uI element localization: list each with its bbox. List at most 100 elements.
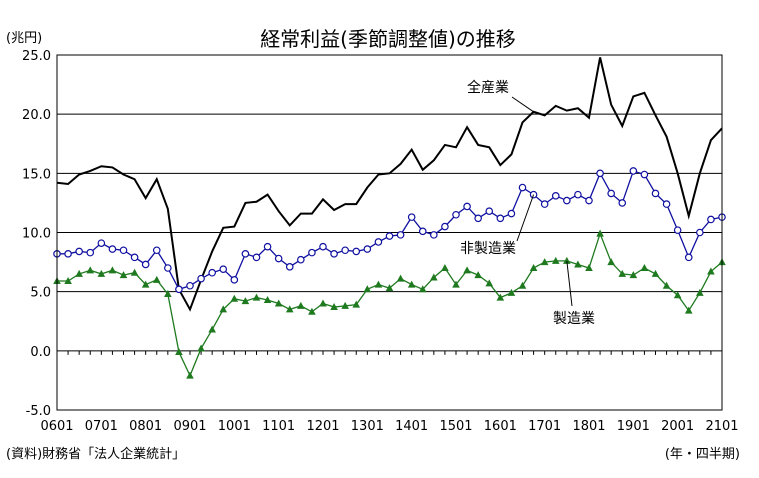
point-nonmfg — [618, 199, 627, 207]
plot-area-border — [56, 54, 723, 411]
point-mfg — [308, 307, 316, 315]
point-mfg — [274, 299, 283, 307]
point-nonmfg — [496, 214, 505, 223]
point-mfg — [441, 264, 449, 271]
point-nonmfg — [629, 167, 638, 175]
point-mfg — [574, 260, 582, 268]
point-nonmfg — [651, 189, 660, 198]
y-tick-label: 5.0 — [30, 286, 51, 301]
point-nonmfg — [363, 245, 372, 253]
y-axis-ticks: 25.0 20.0 15.0 10.0 5.0 0.0 -5.0 — [22, 49, 51, 419]
point-nonmfg — [407, 213, 416, 221]
point-nonmfg — [274, 254, 283, 263]
point-nonmfg — [230, 276, 239, 284]
point-nonmfg — [97, 239, 106, 247]
point-nonmfg — [64, 250, 72, 258]
point-mfg — [474, 271, 482, 279]
point-nonmfg — [551, 192, 560, 200]
point-nonmfg — [119, 246, 128, 255]
point-mfg — [64, 277, 72, 285]
point-nonmfg — [86, 248, 95, 257]
point-nonmfg — [75, 247, 83, 256]
point-nonmfg — [452, 210, 460, 219]
x-tick-label: 0901 — [173, 419, 206, 434]
x-tick-label: 1901 — [617, 419, 650, 434]
annotation-leader-all — [511, 96, 534, 113]
annotation-mfg: 製造業 — [553, 311, 595, 327]
point-mfg — [230, 294, 239, 302]
x-tick-label: 1301 — [351, 419, 384, 434]
point-nonmfg — [285, 263, 294, 271]
point-mfg — [341, 301, 349, 309]
point-nonmfg — [418, 227, 427, 236]
y-axis-unit-label: (兆円) — [6, 31, 42, 46]
x-tick-label: 1701 — [528, 419, 561, 434]
point-nonmfg — [696, 228, 704, 237]
point-mfg — [640, 264, 649, 271]
point-nonmfg — [308, 248, 316, 257]
source-note: (資料)財務省「法人企業統計」 — [6, 446, 185, 462]
point-nonmfg — [352, 247, 361, 256]
point-mfg — [651, 269, 660, 277]
point-nonmfg — [186, 281, 194, 290]
x-tick-label: 2001 — [661, 419, 694, 434]
x-tick-label: 1101 — [262, 419, 295, 434]
point-nonmfg — [164, 264, 172, 272]
x-axis-period-note: (年・四半期) — [665, 447, 740, 462]
point-mfg — [496, 293, 505, 301]
point-mfg — [263, 295, 272, 303]
point-nonmfg — [141, 260, 150, 269]
point-mfg — [618, 269, 627, 277]
point-mfg — [529, 264, 538, 271]
point-nonmfg — [319, 242, 327, 251]
point-mfg — [152, 275, 161, 283]
point-nonmfg — [341, 246, 349, 255]
point-mfg — [108, 266, 117, 274]
point-mfg — [684, 306, 693, 314]
point-mfg — [330, 303, 338, 311]
point-mfg — [551, 256, 560, 264]
point-mfg — [629, 271, 638, 279]
point-mfg — [97, 269, 106, 277]
x-tick-label: 2101 — [705, 419, 738, 434]
point-nonmfg — [241, 250, 250, 258]
point-mfg — [407, 280, 416, 288]
point-nonmfg — [130, 253, 139, 262]
x-tick-label: 1501 — [439, 419, 472, 434]
point-mfg — [363, 285, 372, 293]
point-mfg — [607, 258, 615, 266]
point-nonmfg — [385, 232, 394, 240]
x-tick-label: 1201 — [306, 419, 339, 434]
point-nonmfg — [197, 274, 205, 283]
point-mfg — [396, 274, 405, 282]
point-mfg — [285, 305, 294, 313]
point-mfg — [507, 288, 516, 296]
chart-title: 経常利益(季節調整値)の推移 — [260, 27, 516, 51]
point-mfg — [297, 301, 305, 309]
point-mfg — [175, 348, 183, 356]
point-nonmfg — [673, 226, 682, 234]
point-mfg — [186, 371, 194, 379]
point-mfg — [75, 269, 83, 277]
x-axis-ticks: 0601 0701 0801 0901 1001 1101 1201 1301 1401 1501… — [40, 419, 738, 434]
point-nonmfg — [563, 196, 571, 205]
point-nonmfg — [596, 169, 604, 178]
point-mfg — [518, 281, 527, 289]
y-tick-label: -5.0 — [26, 404, 51, 419]
point-mfg — [452, 280, 460, 288]
point-nonmfg — [441, 222, 449, 231]
point-nonmfg — [430, 231, 438, 239]
point-nonmfg — [297, 255, 305, 264]
point-nonmfg — [474, 214, 482, 223]
point-mfg — [219, 305, 228, 313]
annotation-all: 全産業 — [467, 79, 509, 96]
point-nonmfg — [330, 250, 338, 258]
x-tick-label: 1801 — [572, 419, 605, 434]
point-mfg — [164, 290, 172, 298]
x-tick-label: 0601 — [40, 419, 73, 434]
point-nonmfg — [662, 200, 671, 208]
annotation-leader-nonmfg — [516, 194, 535, 242]
point-mfg — [374, 280, 383, 288]
